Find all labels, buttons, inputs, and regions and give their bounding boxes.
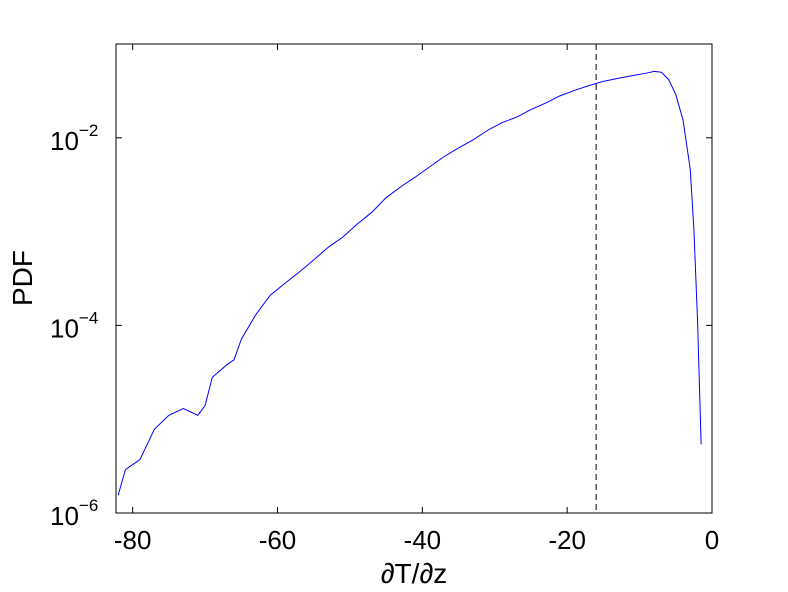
y-tick-exponent: −2 xyxy=(79,121,98,140)
x-axis-label: ∂T/∂z xyxy=(381,558,448,589)
y-tick-base: 10 xyxy=(50,313,79,343)
y-tick-label: 10−4 xyxy=(50,308,98,343)
plot-area xyxy=(115,43,713,514)
x-tick-label: -20 xyxy=(548,525,586,555)
y-tick-base: 10 xyxy=(50,126,79,156)
y-tick-exponent: −4 xyxy=(79,308,98,327)
x-tick-label: -80 xyxy=(114,525,152,555)
y-tick-label: 10−2 xyxy=(50,121,98,156)
data-line xyxy=(117,70,702,496)
y-tick-exponent: −6 xyxy=(79,496,98,515)
y-axis-label: PDF xyxy=(7,250,38,306)
y-tick-label: 10−6 xyxy=(50,496,98,531)
y-tick-base: 10 xyxy=(50,501,79,531)
x-tick-label: -60 xyxy=(259,525,297,555)
x-tick-label: 0 xyxy=(705,525,719,555)
x-tick-label: -40 xyxy=(404,525,442,555)
